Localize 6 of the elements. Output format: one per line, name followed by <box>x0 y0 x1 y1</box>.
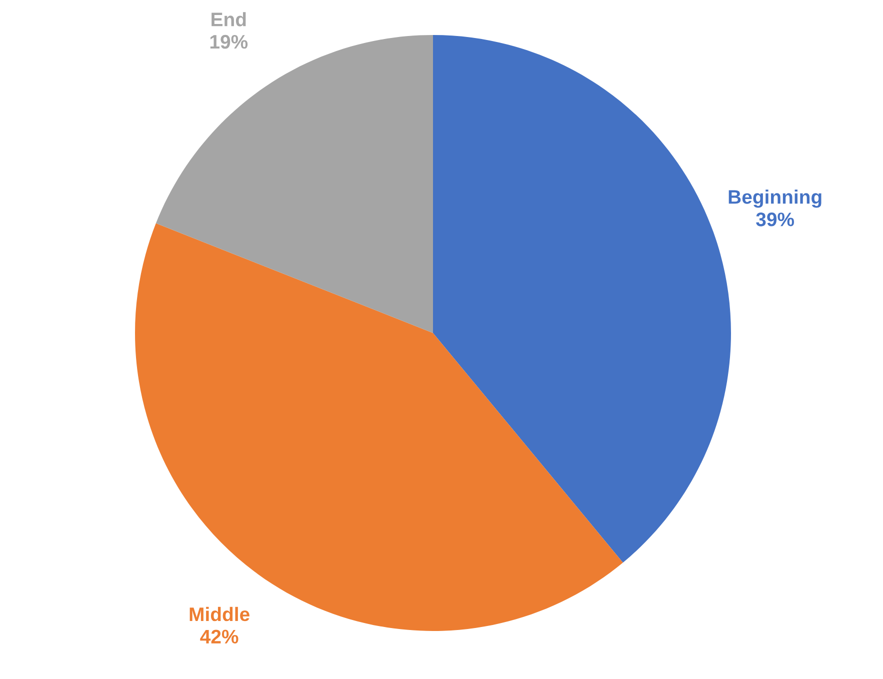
data-label: 42% <box>200 630 238 644</box>
data-label: 19% <box>210 34 248 49</box>
slice-label: Beginning <box>728 190 822 208</box>
data-label: 39% <box>756 212 794 226</box>
slice-label: End <box>212 12 246 26</box>
slice-label: Middle <box>190 606 250 622</box>
